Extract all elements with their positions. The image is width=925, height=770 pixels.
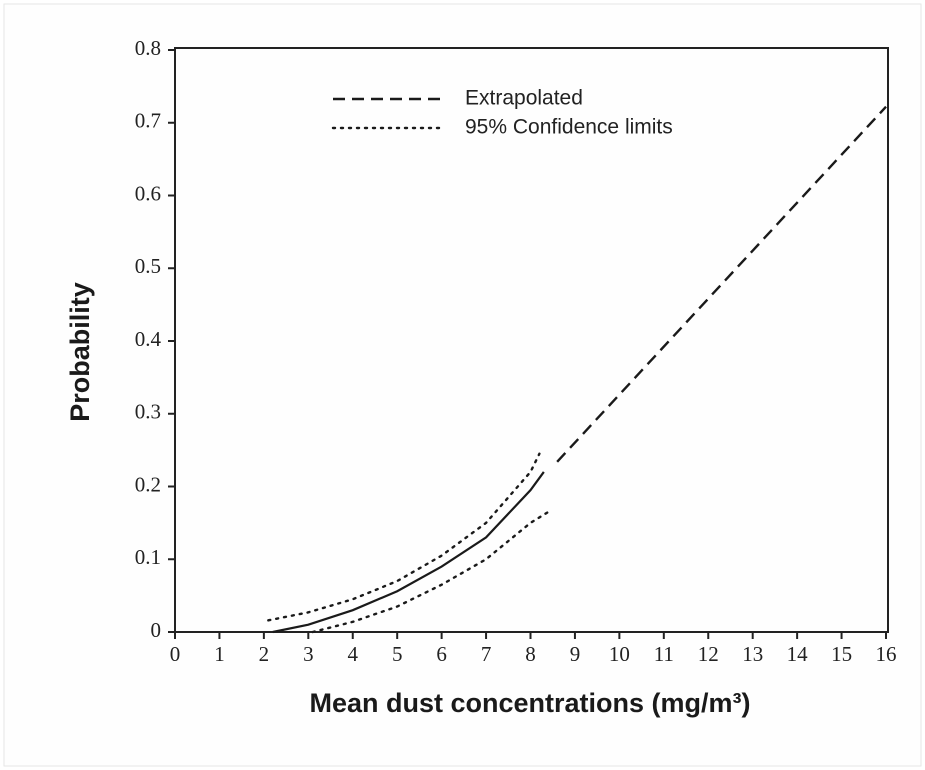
y-tick-label: 0.1 xyxy=(135,545,161,569)
y-tick-label: 0.3 xyxy=(135,400,161,424)
x-tick-label: 1 xyxy=(214,642,225,666)
x-tick-label: 10 xyxy=(609,642,630,666)
page-background xyxy=(3,3,922,767)
x-tick-label: 13 xyxy=(742,642,763,666)
series-line xyxy=(311,510,550,634)
x-axis-title: Mean dust concentrations (mg/m³) xyxy=(309,688,750,718)
x-tick-label: 8 xyxy=(525,642,536,666)
x-tick-label: 0 xyxy=(170,642,181,666)
x-tick-label: 15 xyxy=(831,642,852,666)
legend-label: Extrapolated xyxy=(465,87,583,110)
series-line xyxy=(272,471,545,634)
series-line xyxy=(556,105,887,463)
y-tick-label: 0.5 xyxy=(135,254,161,278)
x-tick-label: 6 xyxy=(436,642,447,666)
x-tick-label: 12 xyxy=(698,642,719,666)
x-tick-label: 16 xyxy=(876,642,897,666)
x-tick-label: 11 xyxy=(654,642,674,666)
series-line xyxy=(267,452,541,622)
x-tick-label: 2 xyxy=(259,642,270,666)
x-tick-label: 14 xyxy=(787,642,809,666)
x-tick-label: 7 xyxy=(481,642,492,666)
x-tick-label: 3 xyxy=(303,642,314,666)
y-tick-label: 0.6 xyxy=(135,181,161,205)
x-tick-label: 9 xyxy=(570,642,581,666)
y-tick-label: 0.4 xyxy=(135,327,162,351)
y-tick-label: 0 xyxy=(151,618,162,642)
y-tick-label: 0.2 xyxy=(135,472,161,496)
y-tick-label: 0.7 xyxy=(135,109,161,133)
x-tick-label: 4 xyxy=(348,642,359,666)
x-tick-label: 5 xyxy=(392,642,403,666)
y-tick-label: 0.8 xyxy=(135,36,161,60)
y-axis-title: Probability xyxy=(65,282,95,422)
legend-label: 95% Confidence limits xyxy=(465,116,673,139)
